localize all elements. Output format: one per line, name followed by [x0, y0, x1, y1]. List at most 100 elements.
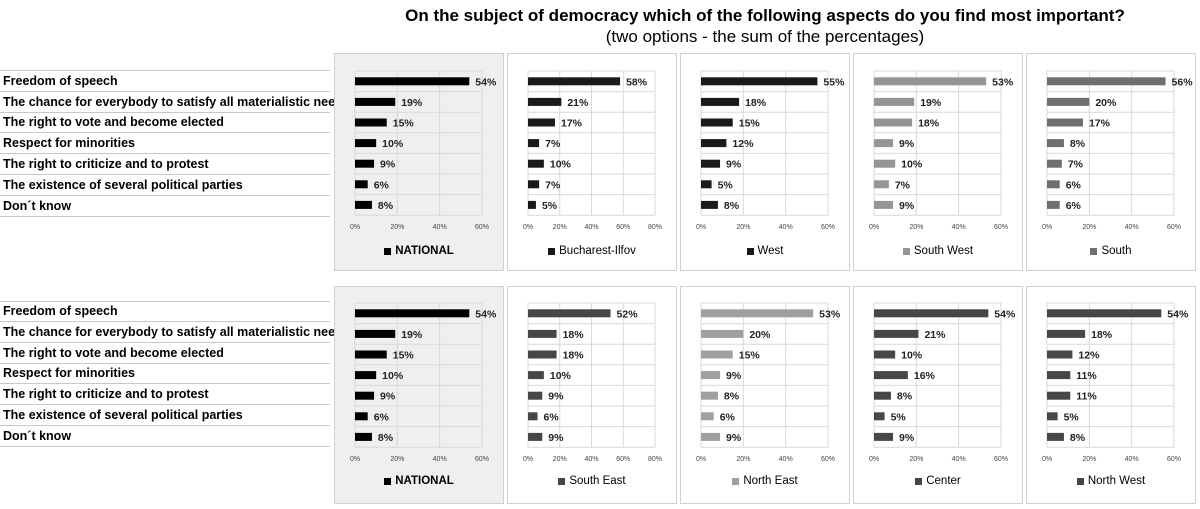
bar	[1047, 180, 1060, 189]
bar	[355, 391, 375, 400]
category-divider	[0, 216, 330, 217]
bar	[1047, 371, 1071, 380]
panel-bucharest-ilfov: 0% 20% 40% 60% 80% 58% 21% 17% 7% 10% 7% 5% Buchare…	[507, 53, 677, 271]
panel-west: 0% 20% 40% 60% 55% 18% 15% 12% 9% 5% 8% West	[680, 53, 850, 271]
legend-swatch	[915, 477, 923, 485]
bar	[528, 329, 557, 338]
bar-value-label: 5%	[891, 411, 907, 423]
bar-value-label: 52%	[617, 308, 639, 320]
x-tick-label: 0%	[1042, 456, 1052, 463]
legend: West	[681, 244, 849, 258]
bar	[528, 412, 538, 421]
legend: South East	[508, 474, 676, 488]
panel-south-east: 0% 20% 40% 60% 80% 52% 18% 18% 10% 9% 6% 9% South E…	[507, 286, 677, 504]
bar	[355, 412, 368, 421]
x-tick-label: 0%	[869, 224, 879, 231]
bar	[701, 77, 818, 86]
legend: Bucharest-Ilfov	[508, 244, 676, 258]
bar-value-label: 15%	[393, 118, 415, 130]
bar	[1047, 391, 1071, 400]
bar-value-label: 55%	[823, 76, 845, 88]
category-divider	[0, 132, 330, 133]
x-tick-label: 60%	[994, 224, 1008, 231]
bar	[355, 180, 368, 189]
bar	[355, 139, 377, 148]
bar	[528, 97, 562, 106]
legend-swatch	[384, 477, 392, 485]
bar	[701, 118, 733, 127]
legend-label: South West	[913, 245, 974, 257]
bar-value-label: 9%	[899, 138, 915, 150]
bar	[874, 97, 915, 106]
bar-value-label: 20%	[749, 329, 771, 341]
x-tick-label: 40%	[1125, 456, 1139, 463]
category-divider	[0, 446, 330, 447]
bar-value-label: 7%	[895, 179, 911, 191]
bar-plot: 0% 20% 40% 60% 54% 18% 12% 11% 11% 5% 8%	[1042, 302, 1189, 463]
category-divider	[0, 195, 330, 196]
bar	[874, 329, 919, 338]
x-tick-label: 60%	[475, 456, 489, 463]
bar	[701, 432, 721, 441]
legend: South	[1027, 244, 1195, 258]
legend-swatch	[548, 247, 556, 255]
bar-value-label: 8%	[378, 432, 394, 444]
bar	[1047, 200, 1060, 209]
bar-value-label: 15%	[739, 118, 761, 130]
bar-value-label: 6%	[1066, 200, 1082, 212]
x-tick-label: 40%	[952, 224, 966, 231]
bar	[528, 371, 544, 380]
category-divider	[0, 91, 330, 92]
bar-value-label: 18%	[563, 350, 585, 362]
panel-north-west: 0% 20% 40% 60% 54% 18% 12% 11% 11% 5% 8% North Wes…	[1026, 286, 1196, 504]
bar	[874, 432, 894, 441]
legend: South West	[854, 244, 1022, 258]
bar-value-label: 8%	[897, 391, 913, 403]
x-tick-label: 60%	[1167, 224, 1181, 231]
bar	[874, 139, 894, 148]
bar-value-label: 17%	[1089, 118, 1111, 130]
bar-value-label: 10%	[382, 370, 404, 382]
bar	[874, 77, 987, 86]
bar-value-label: 12%	[1078, 350, 1100, 362]
bar-value-label: 9%	[899, 432, 915, 444]
bar-value-label: 6%	[374, 179, 390, 191]
category-label: Respect for minorities	[3, 366, 135, 380]
bar-value-label: 21%	[924, 329, 946, 341]
legend-label: South East	[569, 475, 626, 487]
category-label: Don´t know	[3, 429, 72, 443]
legend-label: South	[1101, 245, 1132, 257]
bar	[874, 371, 908, 380]
x-tick-label: 0%	[696, 456, 706, 463]
x-tick-label: 40%	[584, 224, 598, 231]
legend: North West	[1027, 474, 1195, 488]
bar-value-label: 8%	[378, 200, 394, 212]
bar-value-label: 18%	[1091, 329, 1113, 341]
x-tick-label: 0%	[350, 224, 360, 231]
bar-value-label: 20%	[1095, 97, 1117, 109]
bar	[874, 309, 989, 318]
bar-value-label: 10%	[382, 138, 404, 150]
bar-value-label: 5%	[718, 179, 734, 191]
panel-national-top: 0% 20% 40% 60% 54% 19% 15% 10% 9% 6% 8% NATIONAL	[334, 53, 504, 271]
bar	[701, 180, 712, 189]
bar-value-label: 19%	[401, 329, 423, 341]
category-label: The existence of several political parti…	[3, 178, 243, 192]
bar	[1047, 412, 1058, 421]
x-tick-label: 60%	[616, 456, 630, 463]
bar-plot: 0% 20% 40% 60% 80%58%21%17%7%10%7%5%	[523, 70, 662, 231]
panel-south-west: 0% 20% 40% 60% 53% 19% 18% 9% 10% 7% 9% South West	[853, 53, 1023, 271]
x-tick-label: 20%	[390, 224, 404, 231]
bar-value-label: 5%	[1064, 411, 1080, 423]
bar	[874, 200, 894, 209]
bar	[874, 180, 889, 189]
legend-label: NATIONAL	[395, 475, 454, 487]
bar-value-label: 9%	[726, 370, 742, 382]
bar-value-label: 17%	[561, 118, 583, 130]
legend-label: West	[757, 245, 784, 257]
legend-swatch	[558, 477, 566, 485]
bar	[701, 412, 714, 421]
bar	[701, 139, 727, 148]
bar	[355, 329, 396, 338]
category-label: The right to vote and become elected	[3, 115, 224, 129]
